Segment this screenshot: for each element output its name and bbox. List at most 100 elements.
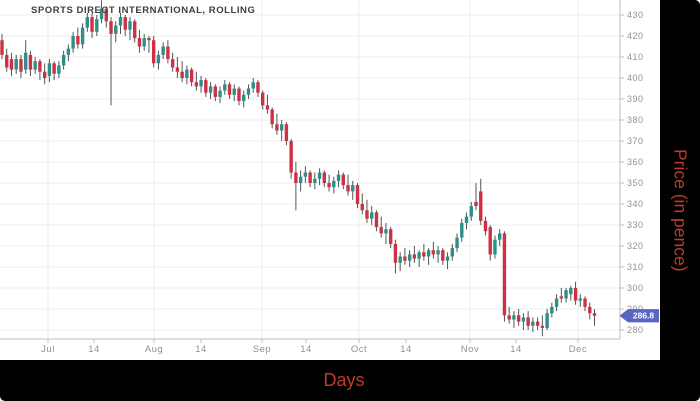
candlestick[interactable] [317,172,322,179]
candlestick[interactable] [52,63,56,74]
candlestick[interactable] [265,105,270,110]
candlestick[interactable] [294,172,298,184]
candlestick[interactable] [502,233,507,316]
candlestick[interactable] [218,90,222,97]
candlestick[interactable] [374,212,379,228]
candlestick[interactable] [303,172,308,177]
candlestick[interactable] [535,321,540,326]
candlestick[interactable] [550,306,554,314]
candlestick[interactable] [436,250,440,255]
candlestick[interactable] [460,222,464,238]
candlestick[interactable] [24,52,28,70]
candlestick[interactable] [298,176,303,183]
candlestick[interactable] [5,54,9,68]
candlestick[interactable] [498,233,502,240]
candlestick[interactable] [370,212,374,219]
candlestick[interactable] [417,252,421,259]
candlestick[interactable] [284,124,289,141]
candlestick[interactable] [512,315,516,320]
candlestick[interactable] [47,63,52,76]
candlestick[interactable] [279,124,284,131]
candlestick[interactable] [194,82,199,87]
candlestick[interactable] [455,237,459,249]
candlestick[interactable] [137,38,142,47]
candlestick[interactable] [237,88,241,102]
candlestick[interactable] [493,239,497,255]
candlestick[interactable] [57,65,61,74]
candlestick[interactable] [166,46,170,60]
candlestick[interactable] [151,40,156,64]
candlestick[interactable] [474,201,478,207]
candlestick[interactable] [118,17,123,26]
candlestick[interactable] [156,54,161,64]
candlestick[interactable] [559,296,564,299]
candlestick[interactable] [322,172,327,184]
candlestick[interactable] [545,313,549,328]
candlestick[interactable] [251,82,255,89]
candlestick[interactable] [341,174,345,186]
candlestick[interactable] [554,298,559,307]
candlestick[interactable] [19,59,23,72]
candlestick[interactable] [398,256,402,263]
candlestick[interactable] [199,80,203,87]
candlestick[interactable] [441,250,445,261]
candlestick[interactable] [95,19,99,32]
candlestick[interactable] [242,94,246,102]
candlestick[interactable] [564,290,568,299]
candlestick[interactable] [351,185,355,192]
candlestick[interactable] [573,288,578,301]
candlestick[interactable] [133,21,137,39]
candlestick[interactable] [531,321,535,326]
candlestick[interactable] [161,46,165,55]
candlestick[interactable] [114,25,118,34]
candlestick[interactable] [227,84,232,95]
candlestick[interactable] [431,250,436,255]
candlestick[interactable] [180,71,184,78]
candlestick[interactable] [393,243,398,263]
candlestick[interactable] [479,191,483,221]
candlestick[interactable] [507,315,511,320]
candlestick[interactable] [592,313,597,316]
candlestick[interactable] [526,317,530,326]
candlestick-chart[interactable]: 430 420 410 400 390 380 370 360 350 340 330 320 310 3… [0,0,660,360]
candlestick[interactable] [170,59,175,68]
candlestick[interactable] [388,229,393,244]
candlestick[interactable] [445,256,450,261]
candlestick[interactable] [540,325,545,328]
candlestick[interactable] [412,254,417,259]
candlestick[interactable] [14,59,18,70]
candlestick[interactable] [232,88,236,95]
candlestick[interactable] [275,124,279,131]
candlestick[interactable] [422,252,426,257]
candlestick[interactable] [450,248,454,257]
candlestick[interactable] [256,82,260,93]
candlestick[interactable] [9,59,14,70]
candlestick[interactable] [208,86,213,93]
candlestick[interactable] [66,48,71,55]
candlestick[interactable] [426,250,431,257]
candlestick[interactable] [90,17,94,32]
candlestick[interactable] [336,174,341,181]
candlestick[interactable] [469,206,473,217]
candlestick[interactable] [128,21,132,30]
candlestick[interactable] [189,69,194,83]
candlestick[interactable] [85,17,90,28]
candlestick[interactable] [61,54,66,66]
candlestick[interactable] [346,185,350,192]
candlestick[interactable] [360,204,364,211]
candlestick[interactable] [99,8,104,20]
candlestick[interactable] [246,88,251,95]
candlestick[interactable] [204,80,208,93]
candlestick[interactable] [313,178,317,183]
candlestick[interactable] [384,229,388,234]
candlestick[interactable] [33,61,37,70]
candlestick[interactable] [569,288,573,295]
candlestick[interactable] [71,36,75,49]
candlestick[interactable] [483,220,488,232]
candlestick[interactable] [521,317,526,322]
candlestick[interactable] [76,36,80,45]
candlestick[interactable] [109,21,113,34]
candlestick[interactable] [332,180,336,188]
candlestick[interactable] [365,210,369,219]
candlestick[interactable] [80,27,85,45]
